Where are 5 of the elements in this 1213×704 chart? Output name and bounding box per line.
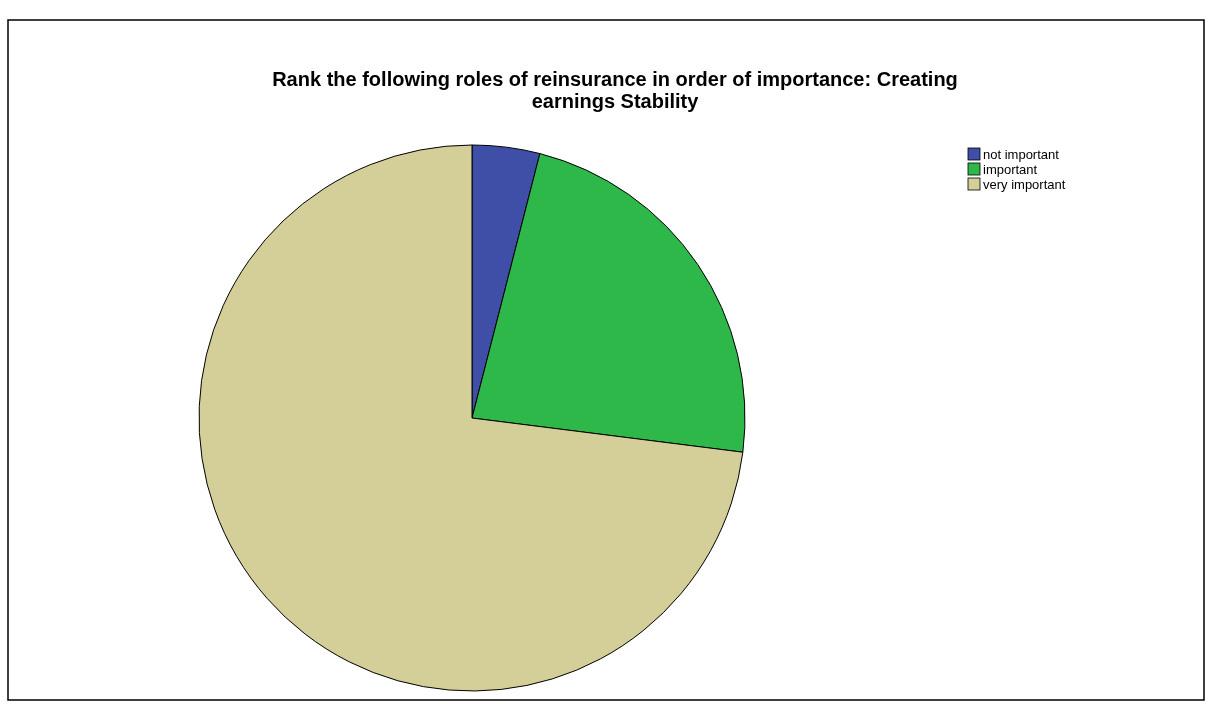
chart-title: Rank the following roles of reinsurance in order of importance: Creating earnings Stability: [272, 68, 958, 112]
legend-label: not important: [983, 146, 1060, 162]
legend-label: important: [983, 161, 1038, 177]
legend-label: very important: [983, 176, 1066, 192]
pie-slice: [198, 144, 744, 692]
